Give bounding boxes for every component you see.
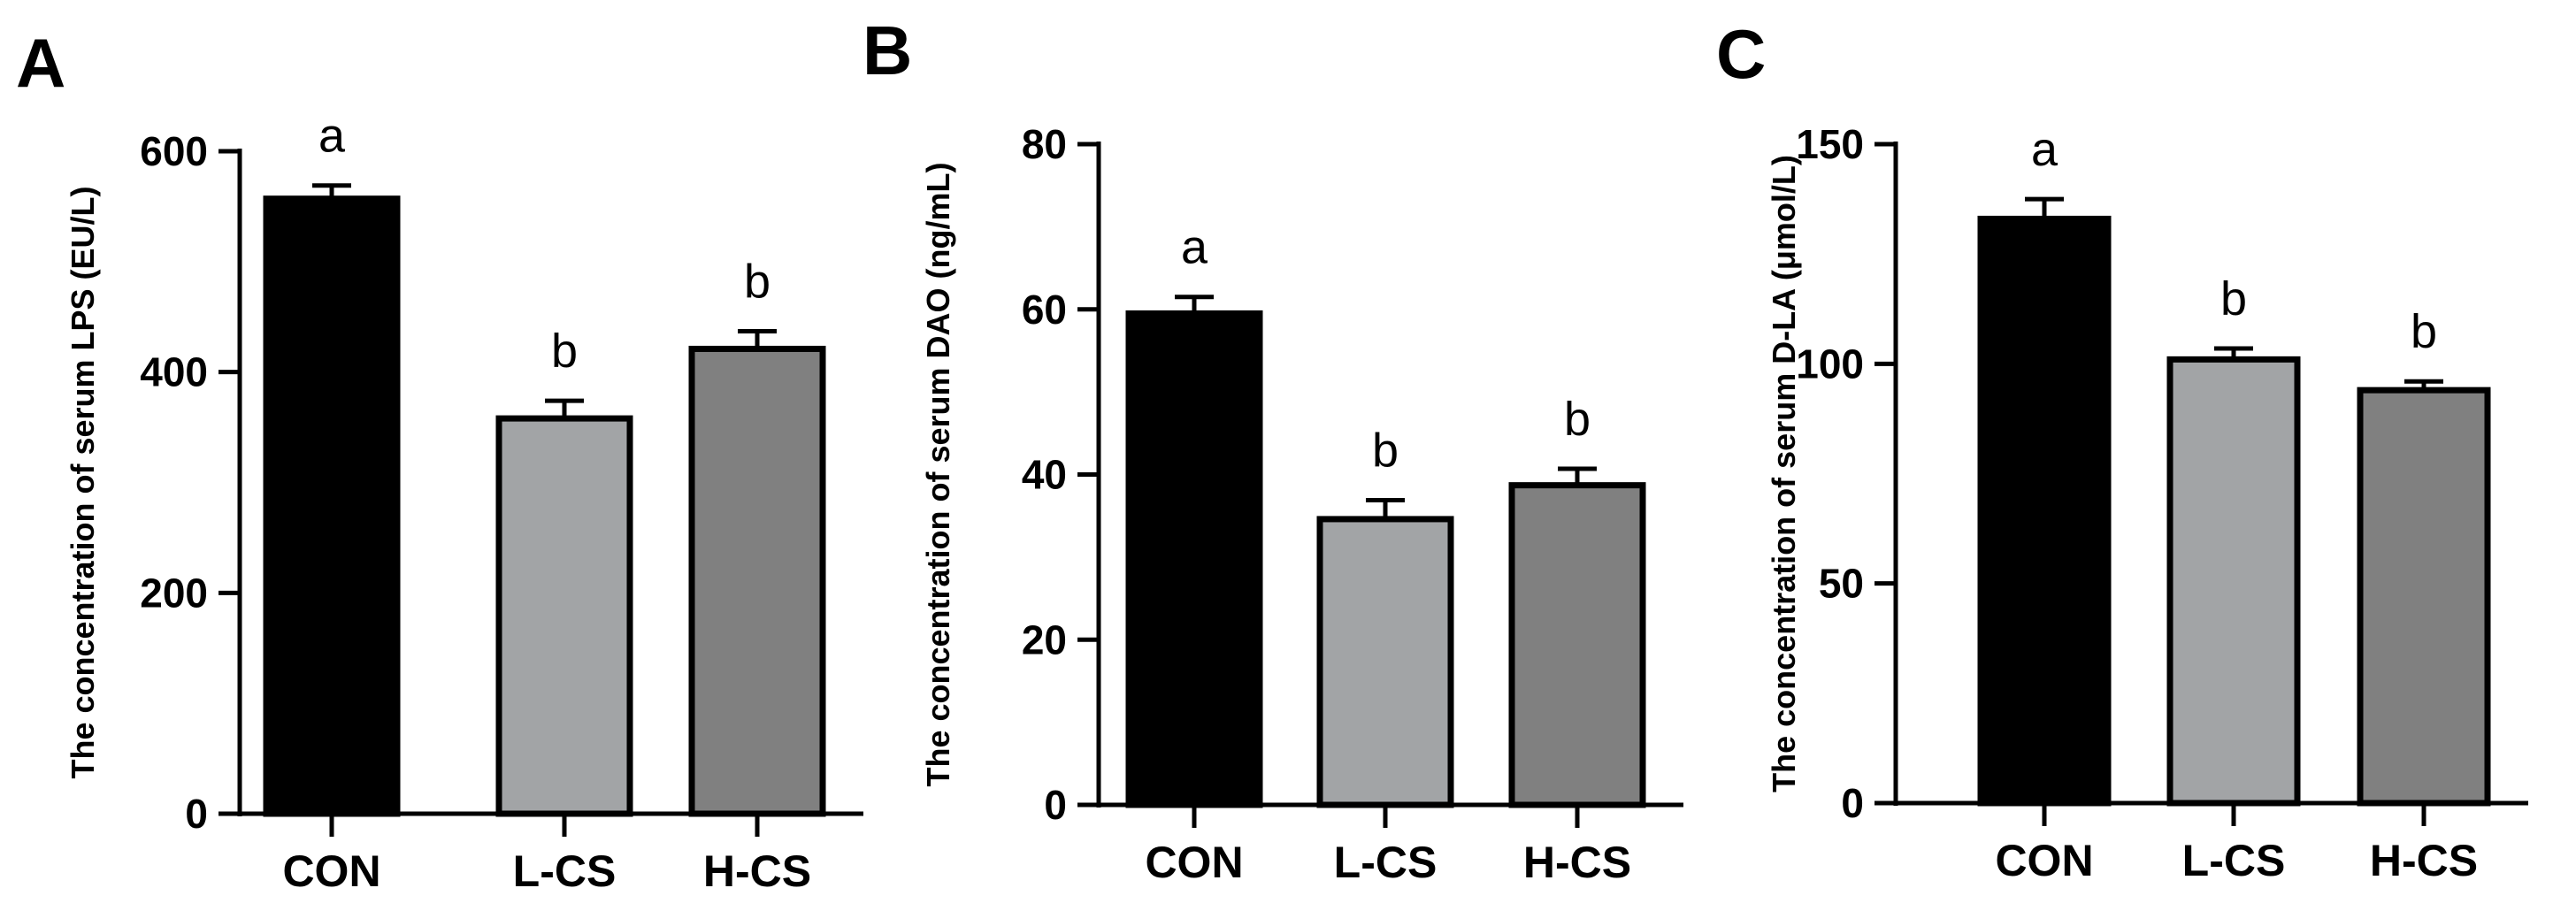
x-tick-label: CON bbox=[282, 846, 380, 896]
bar-con bbox=[1125, 310, 1263, 808]
y-tick-label: 80 bbox=[1022, 121, 1067, 167]
bar-l-cs bbox=[2166, 356, 2301, 807]
x-tick-label: CON bbox=[1145, 838, 1243, 887]
x-tick-label: H-CS bbox=[2370, 836, 2478, 885]
y-tick-label: 0 bbox=[185, 791, 208, 837]
significance-label: b bbox=[2411, 305, 2437, 358]
y-axis-label: The concentration of serum DAO (ng/mL) bbox=[920, 162, 956, 786]
y-tick-label: 400 bbox=[140, 349, 208, 395]
y-axis-label: The concentration of serum LPS (EU/L) bbox=[65, 186, 101, 778]
bar-h-cs bbox=[688, 345, 826, 817]
significance-label: b bbox=[1372, 424, 1399, 477]
bar-h-cs bbox=[2357, 387, 2491, 807]
x-tick-label: L-CS bbox=[513, 846, 617, 896]
y-tick-label: 50 bbox=[1819, 561, 1864, 607]
bar-l-cs bbox=[1316, 516, 1454, 808]
panel-letter: A bbox=[16, 24, 65, 102]
significance-label: a bbox=[318, 110, 346, 163]
bar-con bbox=[1977, 215, 2112, 807]
significance-label: b bbox=[1564, 393, 1591, 446]
panel-letter: B bbox=[862, 11, 912, 89]
bar-con bbox=[263, 195, 401, 817]
y-tick-label: 100 bbox=[1796, 341, 1864, 387]
y-tick-label: 0 bbox=[1841, 780, 1864, 826]
chart-panel-c: C The concentration of serum D-LA (μmol/L… bbox=[1716, 15, 2528, 885]
x-tick-label: L-CS bbox=[2182, 836, 2286, 885]
bar-l-cs bbox=[495, 415, 633, 817]
bar-h-cs bbox=[1508, 482, 1646, 808]
x-tick-label: H-CS bbox=[703, 846, 811, 896]
significance-label: b bbox=[551, 325, 578, 378]
y-tick-label: 200 bbox=[140, 570, 208, 616]
significance-label: a bbox=[2031, 123, 2058, 176]
panel-letter: C bbox=[1716, 15, 1766, 93]
x-tick-label: CON bbox=[1995, 836, 2093, 885]
y-tick-label: 150 bbox=[1796, 121, 1864, 167]
y-tick-label: 0 bbox=[1044, 782, 1067, 828]
significance-label: a bbox=[1181, 221, 1208, 274]
y-axis-label: The concentration of serum D-LA (μmol/L) bbox=[1766, 155, 1802, 792]
chart-panel-b: B The concentration of serum DAO (ng/mL) a… bbox=[862, 11, 1683, 887]
x-tick-label: H-CS bbox=[1523, 838, 1631, 887]
y-tick-label: 40 bbox=[1022, 452, 1067, 498]
chart-panel-a: A The concentration of serum LPS (EU/L) a C… bbox=[16, 24, 863, 896]
significance-label: b bbox=[744, 255, 770, 308]
y-tick-label: 600 bbox=[140, 128, 208, 174]
y-tick-label: 60 bbox=[1022, 287, 1067, 333]
y-tick-label: 20 bbox=[1022, 616, 1067, 662]
significance-label: b bbox=[2220, 272, 2247, 325]
x-tick-label: L-CS bbox=[1334, 838, 1438, 887]
